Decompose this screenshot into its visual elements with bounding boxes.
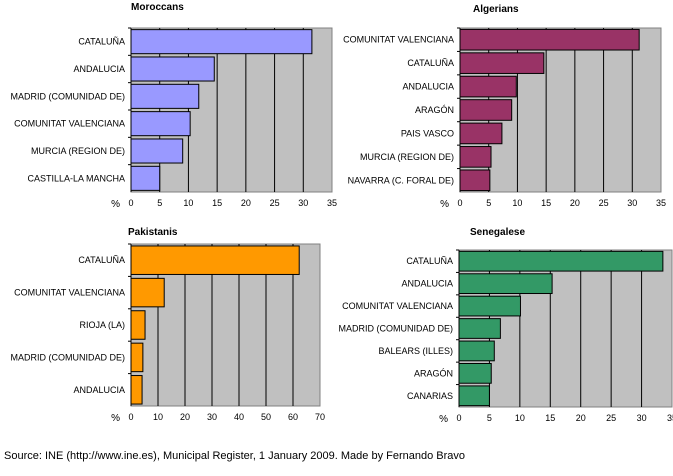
x-tick-label: 15 bbox=[541, 198, 551, 208]
x-tick-label: 30 bbox=[298, 198, 308, 208]
x-tick-label: 20 bbox=[576, 413, 586, 423]
x-tick-label: 50 bbox=[261, 412, 271, 422]
bar bbox=[458, 362, 492, 384]
category-label: ANDALUCIA bbox=[73, 64, 125, 74]
category-label: MADRID (COMUNIDAD DE) bbox=[11, 91, 126, 101]
x-axis-label: % bbox=[440, 199, 449, 210]
bar bbox=[130, 342, 144, 373]
x-tick-label: 15 bbox=[545, 413, 555, 423]
category-label: BALEARS (ILLES) bbox=[378, 346, 453, 356]
x-tick-label: 5 bbox=[157, 198, 162, 208]
bar bbox=[458, 340, 495, 362]
x-tick-label: 5 bbox=[486, 198, 491, 208]
x-tick-label: 0 bbox=[128, 198, 133, 208]
x-tick-label: 35 bbox=[656, 198, 666, 208]
plot-area bbox=[130, 27, 333, 193]
category-label: COMUNITAT VALENCIANA bbox=[343, 35, 454, 45]
bar bbox=[458, 385, 490, 407]
bar bbox=[459, 28, 640, 51]
bar bbox=[459, 146, 492, 168]
x-tick-label: 30 bbox=[627, 198, 637, 208]
bar bbox=[130, 138, 184, 164]
category-label: ANDALUCIA bbox=[401, 279, 453, 289]
x-tick-label: 10 bbox=[512, 198, 522, 208]
x-tick-label: 30 bbox=[207, 412, 217, 422]
x-tick-label: 15 bbox=[212, 198, 222, 208]
x-tick-label: 35 bbox=[327, 198, 337, 208]
category-label: MADRID (COMUNIDAD DE) bbox=[11, 352, 126, 362]
bar bbox=[458, 295, 521, 317]
category-label: MURCIA (REGION DE) bbox=[31, 146, 125, 156]
x-tick-label: 30 bbox=[637, 413, 647, 423]
x-tick-label: 10 bbox=[153, 412, 163, 422]
bar bbox=[459, 122, 503, 145]
x-tick-label: 10 bbox=[515, 413, 525, 423]
x-tick-label: 5 bbox=[487, 413, 492, 423]
bar bbox=[130, 375, 143, 405]
chart-title: Algerians bbox=[473, 4, 519, 15]
category-label: CASTILLA-LA MANCHA bbox=[27, 173, 125, 183]
category-label: MURCIA (REGION DE) bbox=[360, 152, 454, 162]
x-axis-label: % bbox=[111, 413, 120, 424]
bar bbox=[130, 245, 300, 275]
category-label: ANDALUCIA bbox=[73, 385, 125, 395]
category-label: ARAGÓN bbox=[414, 368, 453, 378]
x-tick-label: 25 bbox=[606, 413, 616, 423]
x-tick-label: 35 bbox=[667, 413, 673, 423]
x-tick-label: 0 bbox=[128, 412, 133, 422]
bar bbox=[458, 318, 501, 339]
x-tick-label: 0 bbox=[457, 198, 462, 208]
bar bbox=[459, 52, 545, 74]
chart-title: Moroccans bbox=[131, 2, 184, 13]
chart-title: Pakistanis bbox=[128, 227, 178, 238]
chart-pakistanis: Pakistanis CATALUÑA COMUNITAT VALENCIANA RI… bbox=[11, 227, 326, 424]
category-label: NAVARRA (C. FORAL DE) bbox=[348, 175, 454, 185]
category-label: CANARIAS bbox=[407, 391, 453, 401]
chart-senegalese: Senegalese CATALUÑA ANDALUCIA COMUNITAT VAL… bbox=[339, 227, 673, 425]
bar bbox=[130, 165, 161, 191]
bar bbox=[130, 56, 215, 82]
x-tick-label: 40 bbox=[234, 412, 244, 422]
bar bbox=[459, 99, 513, 121]
bar bbox=[458, 250, 664, 272]
x-tick-label: 20 bbox=[241, 198, 251, 208]
bar bbox=[130, 83, 200, 109]
bar bbox=[459, 169, 491, 192]
x-tick-label: 70 bbox=[315, 412, 325, 422]
category-label: CATALUÑA bbox=[406, 256, 453, 266]
bar bbox=[130, 310, 146, 340]
x-tick-label: 60 bbox=[288, 412, 298, 422]
bar bbox=[130, 29, 313, 55]
bar bbox=[130, 277, 165, 308]
category-label: CATALUÑA bbox=[407, 58, 454, 68]
category-label: ANDALUCIA bbox=[402, 82, 454, 92]
source-note: Source: INE (http://www.ine.es), Municip… bbox=[4, 450, 466, 462]
category-label: COMUNITAT VALENCIANA bbox=[14, 119, 125, 129]
chart-title: Senegalese bbox=[470, 227, 525, 238]
bar bbox=[459, 75, 517, 98]
bar bbox=[458, 273, 553, 295]
x-tick-label: 10 bbox=[183, 198, 193, 208]
category-label: COMUNITAT VALENCIANA bbox=[14, 288, 125, 298]
x-tick-label: 25 bbox=[599, 198, 609, 208]
x-tick-label: 20 bbox=[570, 198, 580, 208]
category-label: MADRID (COMUNIDAD DE) bbox=[339, 324, 454, 334]
x-axis-label: % bbox=[439, 414, 448, 425]
x-axis-label: % bbox=[111, 199, 120, 210]
category-label: CATALUÑA bbox=[78, 37, 125, 47]
category-label: PAIS VASCO bbox=[401, 128, 454, 138]
x-tick-label: 25 bbox=[270, 198, 280, 208]
category-label: RIOJA (LA) bbox=[79, 320, 125, 330]
chart-moroccans: Moroccans CATALUÑA ANDALUCIA MADRID (COMUNI… bbox=[11, 2, 338, 210]
x-tick-label: 20 bbox=[180, 412, 190, 422]
x-tick-label: 0 bbox=[456, 413, 461, 423]
category-label: COMUNITAT VALENCIANA bbox=[342, 301, 453, 311]
category-label: CATALUÑA bbox=[78, 255, 125, 265]
category-label: ARAGÓN bbox=[415, 105, 454, 115]
bar bbox=[130, 111, 191, 137]
chart-algerians: Algerians COMUNITAT VALENCIANA CATALUÑA AND… bbox=[343, 4, 666, 210]
